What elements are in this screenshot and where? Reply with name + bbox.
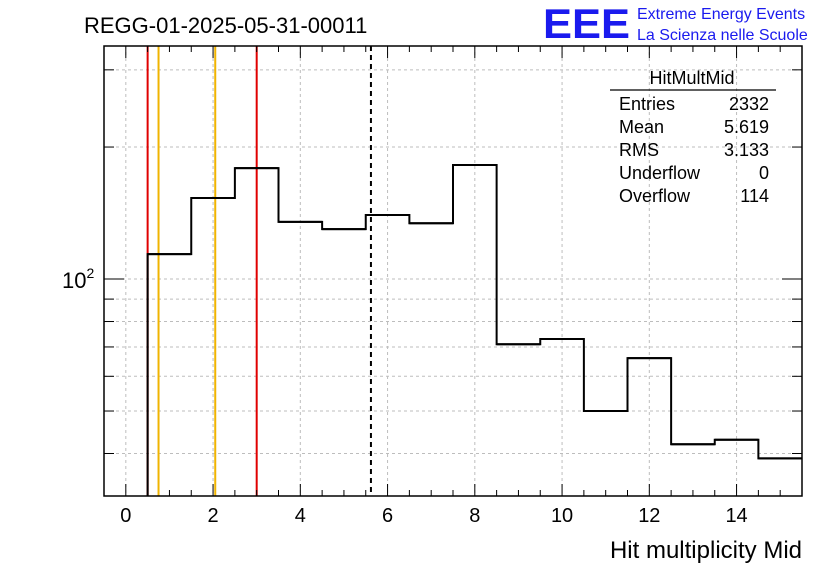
stats-label-overflow: Overflow [619, 186, 691, 206]
x-tick-label: 6 [382, 505, 393, 527]
logo-letters: EEE [543, 0, 630, 47]
stats-label-rms: RMS [619, 140, 659, 160]
x-tick-labels: 0 2 4 6 8 10 12 14 [120, 505, 747, 527]
stats-value-mean: 5.619 [724, 117, 769, 137]
grid-lines [104, 46, 802, 496]
axis-ticks [103, 46, 803, 496]
logo-line-1: Extreme Energy Events [637, 6, 805, 23]
histogram [146, 164, 802, 496]
stats-value-underflow: 0 [759, 163, 769, 183]
x-tick-label: 10 [551, 505, 573, 527]
x-tick-label: 0 [120, 505, 131, 527]
x-tick-label: 2 [208, 505, 219, 527]
stats-value-entries: 2332 [729, 94, 769, 114]
logo-line-2: La Scienza nelle Scuole [637, 27, 808, 44]
stats-label-entries: Entries [619, 94, 675, 114]
x-axis-label: Hit multiplicity Mid [610, 537, 802, 564]
y-tick-label: 102 [62, 265, 94, 293]
plot-frame [103, 45, 803, 497]
stats-name: HitMultMid [649, 68, 734, 88]
stats-label-underflow: Underflow [619, 163, 701, 183]
stats-value-rms: 3.133 [724, 140, 769, 160]
x-tick-label: 12 [638, 505, 660, 527]
chart-title: REGG-01-2025-05-31-00011 [84, 13, 367, 38]
x-tick-label: 14 [725, 505, 747, 527]
eee-logo: EEE Extreme Energy Events La Scienza nel… [543, 0, 808, 47]
y-tick-labels: 102 [62, 265, 94, 293]
stats-label-mean: Mean [619, 117, 664, 137]
x-tick-label: 4 [295, 505, 306, 527]
x-tick-label: 8 [469, 505, 480, 527]
stats-box: HitMultMid Entries 2332 Mean 5.619 RMS 3… [610, 68, 776, 206]
marker-lines [146, 46, 372, 496]
stats-value-overflow: 114 [740, 186, 769, 206]
